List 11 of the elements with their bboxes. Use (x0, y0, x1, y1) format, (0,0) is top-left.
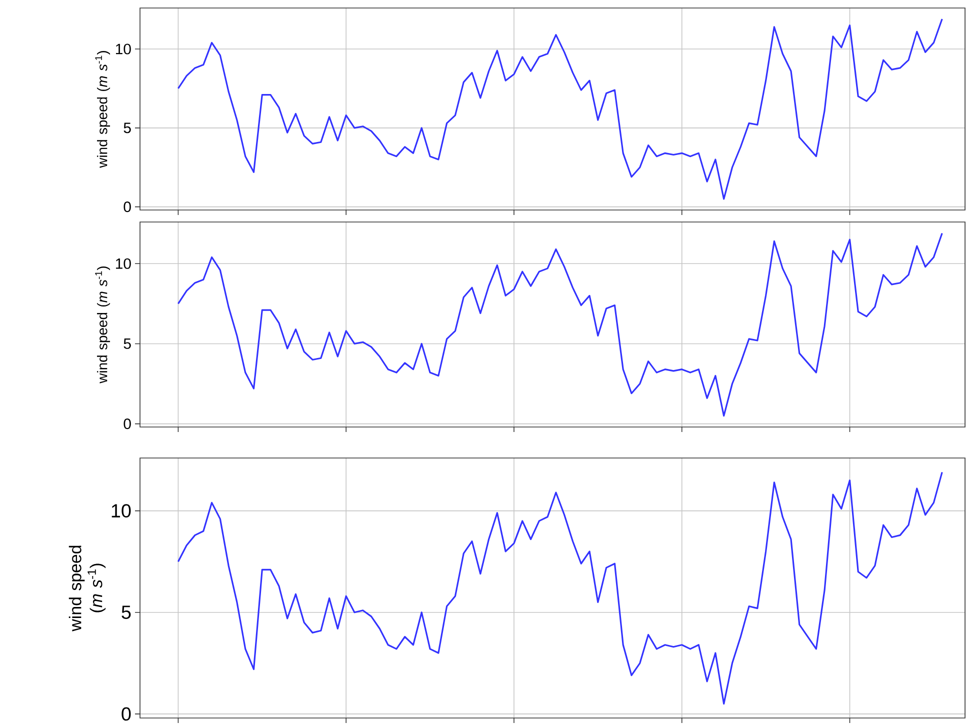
y-axis-title: wind speed (m s$^{-1}$) (95, 266, 110, 384)
y-tick-label: 5 (122, 606, 131, 619)
y-tick-label: 0 (124, 202, 131, 212)
y-tick-label: 5 (124, 122, 131, 134)
y-tick-label: 10 (116, 258, 131, 269)
y-tick-label: 0 (124, 418, 131, 430)
y-tick-label: 5 (124, 338, 131, 349)
y-tick-label: 10 (116, 44, 131, 54)
y-tick-label: 10 (112, 504, 131, 518)
y-tick-label: 0 (122, 707, 131, 721)
y-axis-title: wind speed (m s$^{-1}$) (95, 51, 110, 168)
